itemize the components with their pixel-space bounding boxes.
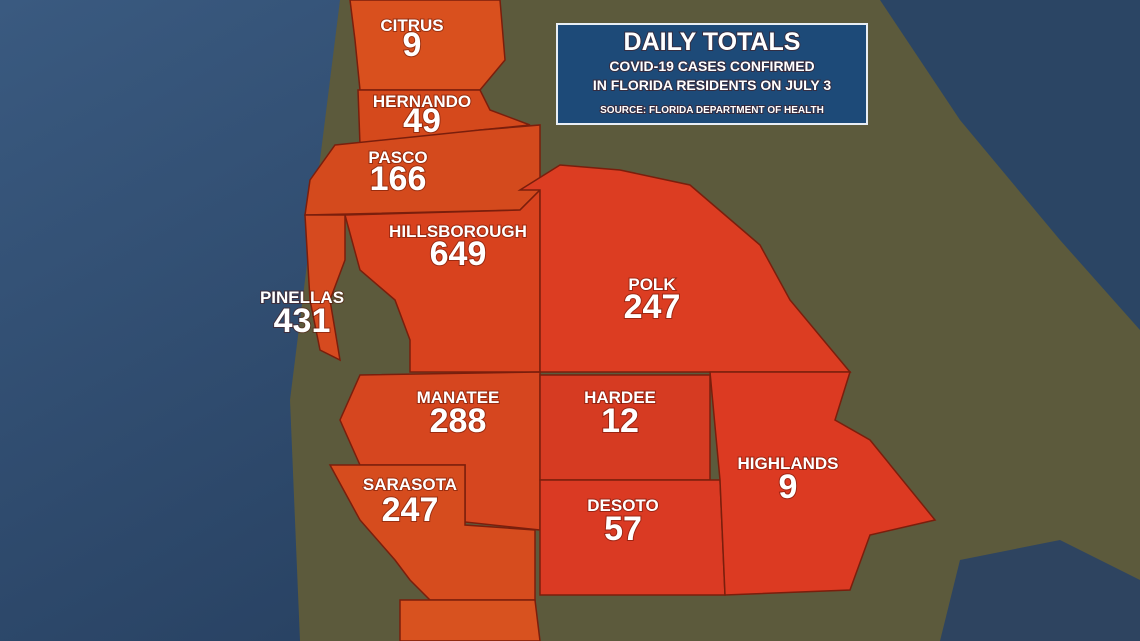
county-name: CITRUS bbox=[380, 16, 443, 35]
case-count: 166 bbox=[370, 160, 427, 198]
case-count: 12 bbox=[601, 402, 639, 440]
subtitle: COVID-19 CASES CONFIRMED bbox=[609, 58, 814, 74]
case-count: 649 bbox=[430, 235, 487, 273]
counties bbox=[304, 0, 937, 641]
county-labels: CITRUS9HERNANDO49PASCO166HILLSBOROUGH649… bbox=[259, 15, 840, 549]
county-hillsborough bbox=[344, 188, 541, 373]
atlantic bbox=[880, 0, 1140, 330]
county-pinellas bbox=[304, 214, 346, 362]
case-count: 247 bbox=[624, 288, 681, 326]
case-count: 49 bbox=[403, 102, 441, 140]
county-name: MANATEE bbox=[417, 388, 500, 407]
county-name: POLK bbox=[628, 275, 676, 294]
county-citrus bbox=[349, 0, 506, 91]
county-name: PASCO bbox=[368, 148, 427, 167]
county-name: PINELLAS bbox=[260, 288, 344, 307]
title: DAILY TOTALS bbox=[624, 28, 801, 56]
case-count: 247 bbox=[382, 491, 439, 529]
subtitle: IN FLORIDA RESIDENTS ON JULY 3 bbox=[593, 77, 832, 93]
county-name: HARDEE bbox=[584, 388, 656, 407]
title-box: DAILY TOTALS COVID-19 CASES CONFIRMED IN… bbox=[556, 23, 868, 125]
county-name: HERNANDO bbox=[373, 92, 471, 111]
case-count: 9 bbox=[403, 26, 422, 64]
case-count: 431 bbox=[274, 302, 331, 340]
county-name: SARASOTA bbox=[363, 475, 457, 494]
title-panel bbox=[556, 23, 868, 125]
lake bbox=[940, 540, 1140, 641]
county-highlands bbox=[709, 371, 937, 596]
case-count: 9 bbox=[779, 468, 798, 506]
county-polk bbox=[517, 164, 852, 373]
county-name: HILLSBOROUGH bbox=[389, 222, 527, 241]
county-charlotte bbox=[399, 599, 541, 641]
case-count: 288 bbox=[430, 402, 487, 440]
source: SOURCE: FLORIDA DEPARTMENT OF HEALTH bbox=[600, 105, 824, 116]
case-count: 57 bbox=[604, 510, 642, 548]
county-name: DESOTO bbox=[587, 496, 658, 515]
county-name: HIGHLANDS bbox=[737, 454, 838, 473]
